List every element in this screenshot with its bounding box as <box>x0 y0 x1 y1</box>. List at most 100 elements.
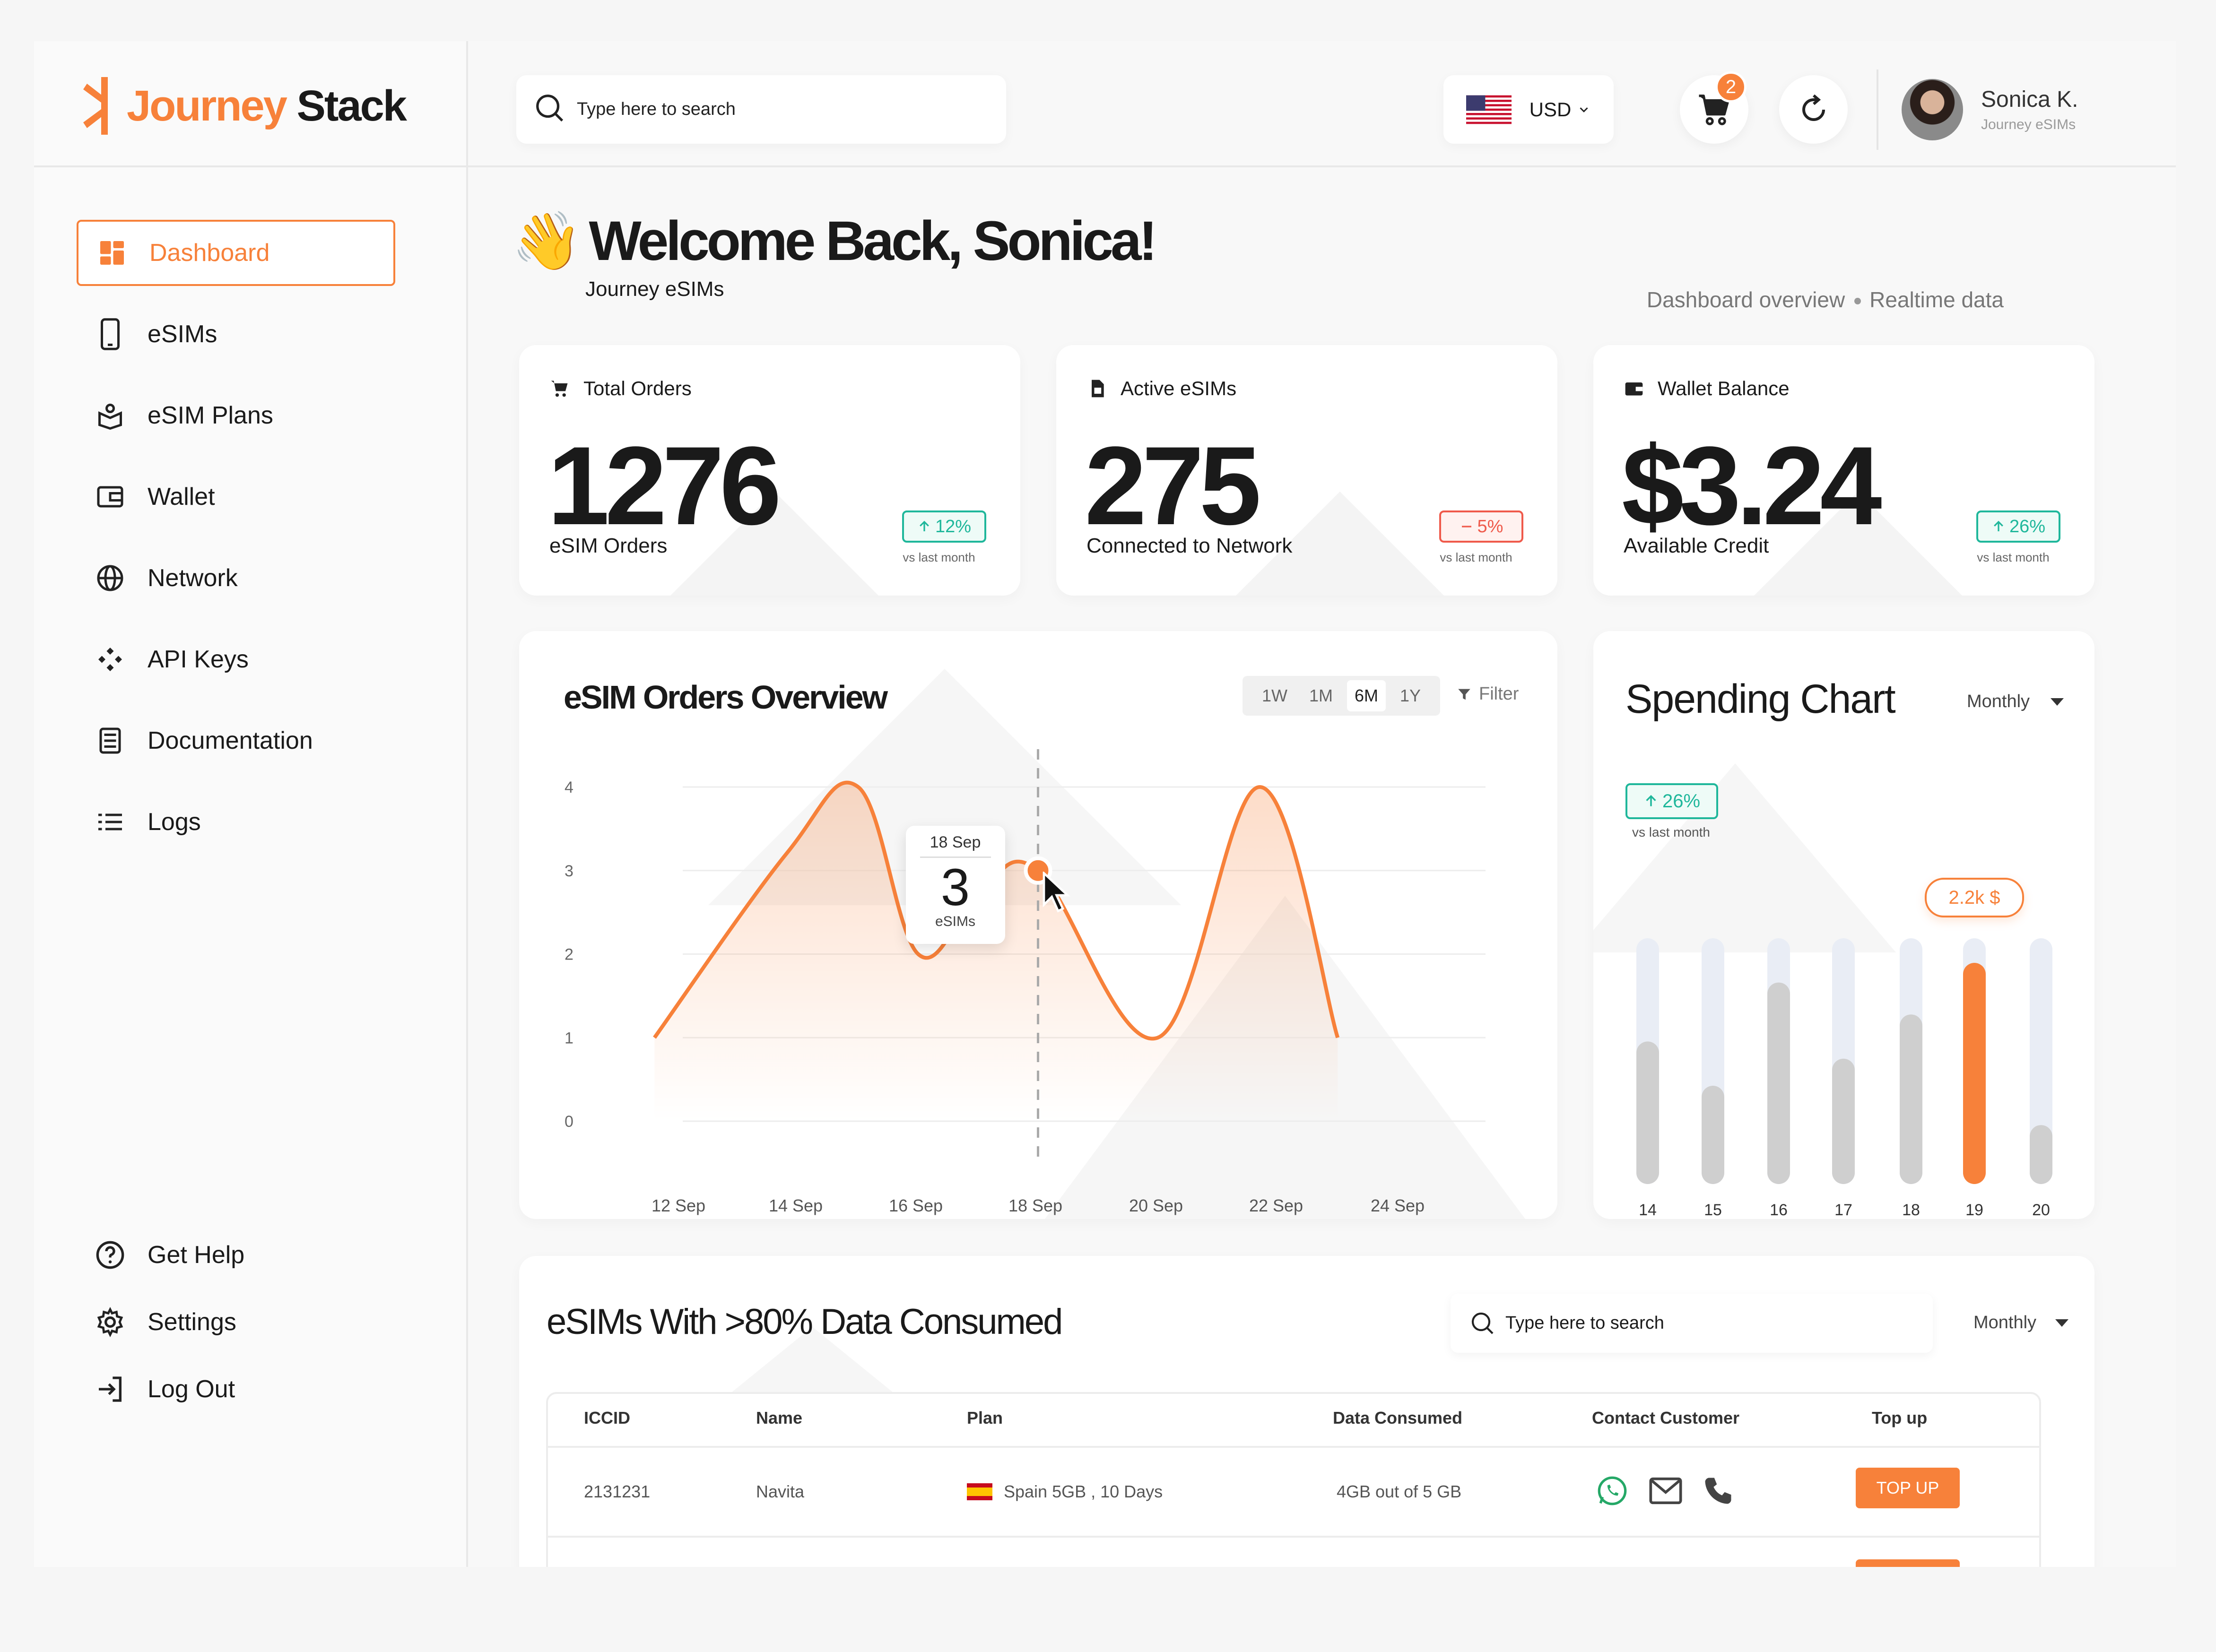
caret-down-icon <box>2051 698 2064 706</box>
breadcrumb-realtime[interactable]: Realtime data <box>1869 287 2004 312</box>
column-header-name: Name <box>756 1408 803 1427</box>
gear-icon <box>94 1306 127 1339</box>
stat-caption: vs last month <box>1440 550 1512 564</box>
refresh-button[interactable] <box>1779 75 1848 144</box>
logo-mark-icon <box>82 75 125 137</box>
arrow-up-icon <box>1643 794 1659 809</box>
stat-title-text: Total Orders <box>583 377 692 399</box>
sim-card-icon <box>1086 378 1107 399</box>
welcome-heading: 👋 Welcome Back, Sonica! <box>512 209 1157 273</box>
cart-badge: 2 <box>1715 71 1747 103</box>
spending-bar-16[interactable] <box>1767 982 1790 1184</box>
user-name[interactable]: Sonica K. <box>1981 87 2078 112</box>
range-tab-1y[interactable]: 1Y <box>1399 686 1421 705</box>
x-tick-label: 15 <box>1704 1201 1722 1219</box>
sidebar-item-network[interactable]: Network <box>77 545 398 611</box>
chart-tooltip: 18 Sep 3 eSIMs <box>905 825 1005 944</box>
sidebar-item-settings[interactable]: Settings <box>77 1296 398 1348</box>
spending-bar-20[interactable] <box>2030 1125 2052 1184</box>
x-tick-label: 16 <box>1770 1201 1788 1219</box>
orders-chart-title: eSIM Orders Overview <box>564 679 888 716</box>
sidebar-item-wallet[interactable]: Wallet <box>77 464 398 530</box>
data-consumed-card: eSIMs With >80% Data Consumed Type here … <box>519 1256 2094 1567</box>
filter-button[interactable]: Filter <box>1456 684 1519 704</box>
breadcrumb: Dashboard overview Realtime data <box>1647 287 2004 312</box>
whatsapp-icon[interactable] <box>1596 1474 1629 1507</box>
search-icon <box>1469 1310 1496 1337</box>
stat-value: $3.24 <box>1622 424 1882 548</box>
spending-period-dropdown[interactable]: Monthly <box>1967 692 2064 712</box>
table-period-dropdown[interactable]: Monthly <box>1973 1313 2069 1333</box>
stat-card-wallet-balance: Wallet Balance $3.24 Available Credit 26… <box>1593 345 2094 596</box>
avatar[interactable] <box>1902 79 1963 140</box>
cell-data-consumed: 4GB out of 5 GB <box>1337 1482 1462 1501</box>
column-header-iccid: ICCID <box>584 1408 630 1427</box>
search-input[interactable]: Type here to search <box>516 75 1006 144</box>
stat-change-value: 26% <box>2009 516 2046 536</box>
arrow-up-icon <box>917 519 931 534</box>
y-tick-label: 2 <box>565 946 574 964</box>
breadcrumb-overview[interactable]: Dashboard overview <box>1646 287 1845 312</box>
spain-flag-icon <box>967 1483 992 1500</box>
top-up-button-partial[interactable] <box>1856 1559 1960 1567</box>
top-up-button[interactable]: TOP UP <box>1856 1468 1960 1508</box>
secondary-nav: Get Help Settings Log Out <box>77 1229 398 1430</box>
sidebar-item-get-help[interactable]: Get Help <box>77 1229 398 1281</box>
minus-icon <box>1460 519 1474 534</box>
sidebar-item-label: API Keys <box>148 646 249 673</box>
sidebar-item-dashboard[interactable]: Dashboard <box>77 220 395 286</box>
help-icon <box>94 1238 127 1271</box>
stat-value: 275 <box>1085 424 1261 548</box>
column-header-data-consumed: Data Consumed <box>1333 1408 1463 1427</box>
range-tab-1m[interactable]: 1M <box>1309 686 1333 705</box>
cell-iccid: 2131231 <box>584 1482 651 1501</box>
globe-icon <box>94 562 127 595</box>
cart-button[interactable]: 2 <box>1680 71 1748 144</box>
sidebar-item-label: eSIMs <box>148 320 217 348</box>
main-nav: Dashboard eSIMs eSIM Plans Wallet <box>77 220 398 870</box>
orders-line-chart: 0 1 2 3 4 12 Sep 14 Sep 16 Sep 18 Sep 20 Sep 22 S… <box>565 749 1486 1215</box>
brand-logo[interactable]: Journey Stack <box>82 75 407 137</box>
sidebar-item-label: Logs <box>148 808 201 836</box>
us-flag-icon <box>1466 95 1512 124</box>
spending-bar-15[interactable] <box>1702 1086 1724 1184</box>
row-divider <box>548 1536 2039 1538</box>
spending-bar-19[interactable] <box>1963 963 1986 1184</box>
spending-period-label: Monthly <box>1967 692 2030 711</box>
spending-bar-14[interactable] <box>1636 1041 1659 1184</box>
table-search-input[interactable]: Type here to search <box>1451 1294 1933 1353</box>
sidebar-item-documentation[interactable]: Documentation <box>77 708 398 774</box>
range-tab-6m[interactable]: 6M <box>1347 680 1386 711</box>
sidebar-item-logs[interactable]: Logs <box>77 789 398 855</box>
y-tick-label: 3 <box>565 862 574 880</box>
stat-change-badge: 26% <box>1976 510 2060 543</box>
range-tab-1w[interactable]: 1W <box>1261 686 1287 705</box>
email-icon[interactable] <box>1648 1474 1684 1507</box>
table-period-label: Monthly <box>1973 1313 2037 1332</box>
phone-call-icon[interactable] <box>1703 1475 1734 1506</box>
x-tick-label: 22 Sep <box>1249 1196 1303 1215</box>
spending-tooltip-value: 2.2k $ <box>1948 887 2000 908</box>
spending-bar-17[interactable] <box>1832 1058 1855 1184</box>
x-tick-label: 20 Sep <box>1129 1196 1183 1215</box>
currency-selector[interactable]: USD <box>1443 75 1614 144</box>
sidebar-item-esims[interactable]: eSIMs <box>77 301 398 367</box>
logo-bar: Journey Stack <box>34 41 468 167</box>
stat-card-total-orders: Total Orders 1276 eSIM Orders 12% vs las… <box>519 345 1020 596</box>
stat-value: 1276 <box>547 424 782 548</box>
x-tick-label: 18 Sep <box>1008 1196 1062 1215</box>
sidebar-item-log-out[interactable]: Log Out <box>77 1363 398 1415</box>
document-icon <box>94 724 127 757</box>
stat-label: eSIM Orders <box>549 534 668 557</box>
api-icon <box>94 643 127 676</box>
sidebar-item-label: Dashboard <box>149 239 270 267</box>
tooltip-unit: eSIMs <box>935 913 976 929</box>
x-tick-label: 18 <box>1902 1201 1920 1219</box>
stat-label: Connected to Network <box>1086 534 1293 557</box>
spending-change-value: 26% <box>1662 790 1701 812</box>
cell-contact <box>1596 1474 1734 1507</box>
sidebar-item-esim-plans[interactable]: eSIM Plans <box>77 382 398 449</box>
sidebar-item-api-keys[interactable]: API Keys <box>77 626 398 692</box>
spending-bar-18[interactable] <box>1900 1014 1922 1184</box>
breadcrumb-separator <box>1854 298 1861 304</box>
